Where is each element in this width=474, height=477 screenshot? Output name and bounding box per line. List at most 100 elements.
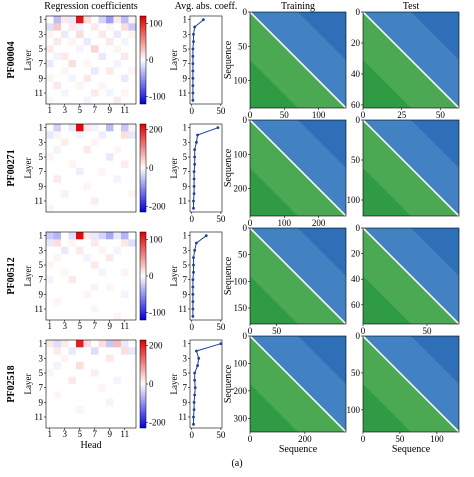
heatmap-cell <box>113 283 122 291</box>
heatmap-cell <box>68 268 77 277</box>
heatmap-cell <box>113 153 122 161</box>
heatmap-cell <box>113 30 122 39</box>
x-tick-label: 9 <box>108 321 113 331</box>
heatmap-cell <box>106 197 114 205</box>
x-tick-label: 5 <box>78 321 83 331</box>
heatmap-cell <box>46 347 54 355</box>
y-tick-label: 0 <box>356 331 361 341</box>
heatmap-cell <box>83 340 92 348</box>
heatmap-cell <box>128 261 137 269</box>
heatmap-cell <box>76 168 84 176</box>
column-title: Test <box>403 1 420 12</box>
heatmap-cell <box>61 89 69 97</box>
heatmap-cell <box>83 197 92 205</box>
heatmap-cell <box>106 406 114 414</box>
y-tick-label: 9 <box>183 289 188 299</box>
heatmap-cell <box>113 168 122 176</box>
y-tick-label: 5 <box>183 44 188 54</box>
heatmap-cell <box>113 67 122 75</box>
heatmap-cell <box>128 347 137 355</box>
heatmap-cell <box>98 45 107 53</box>
heatmap-cell <box>91 74 99 83</box>
avg-line <box>193 343 221 425</box>
heatmap-cell <box>121 16 129 24</box>
heatmap-cell <box>76 16 84 24</box>
colorbar-tick-label: 0 <box>149 163 154 173</box>
heatmap-cell <box>91 190 99 198</box>
heatmap-cell <box>113 354 122 363</box>
heatmap-cell <box>61 261 69 269</box>
heatmap-cell <box>121 369 129 377</box>
heatmap-cell <box>98 60 107 68</box>
heatmap-cell <box>53 197 62 205</box>
heatmap-cell <box>61 182 69 191</box>
heatmap-cell <box>68 67 77 75</box>
heatmap-cell <box>106 384 114 392</box>
heatmap-cell <box>61 283 69 291</box>
y-tick-label: 20 <box>351 38 361 48</box>
heatmap-cell <box>53 413 62 421</box>
heatmap-cell <box>128 376 137 385</box>
heatmap-cell <box>121 74 129 83</box>
heatmap-cell <box>68 384 77 392</box>
heatmap-cell <box>128 406 137 414</box>
heatmap-cell <box>68 369 77 377</box>
x-tick-label: 0 <box>189 214 194 224</box>
heatmap-cell <box>113 131 122 139</box>
colorbar-tick-label: -200 <box>149 417 166 427</box>
heatmap-cell <box>61 232 69 240</box>
heatmap-cell <box>83 376 92 385</box>
matrix-frame <box>362 119 460 217</box>
heatmap-cell <box>68 254 77 262</box>
heatmap-cell <box>98 413 107 421</box>
axis-label: Sequence <box>223 40 234 79</box>
avg-point <box>201 18 205 22</box>
heatmap-cell <box>68 168 77 176</box>
heatmap-cell <box>121 67 129 75</box>
heatmap-cell <box>76 261 84 269</box>
heatmap-cell <box>68 305 77 313</box>
matrix-diagonal <box>249 119 347 217</box>
heatmap-cell <box>91 45 99 53</box>
heatmap-cell <box>61 23 69 31</box>
heatmap-cell <box>68 160 77 169</box>
heatmap-cell <box>98 52 107 61</box>
heatmap-cell <box>46 175 54 183</box>
avg-point <box>191 84 195 88</box>
y-tick-label: 1 <box>39 231 44 241</box>
heatmap-cell <box>83 153 92 161</box>
heatmap-cell <box>61 16 69 24</box>
caption: (a) <box>231 458 242 469</box>
heatmap-cell <box>68 74 77 83</box>
heatmap-cell <box>98 146 107 154</box>
y-tick-label: 0 <box>243 115 248 125</box>
heatmap-cell <box>91 290 99 299</box>
heatmap-cell <box>53 268 62 277</box>
heatmap-cell <box>121 391 129 399</box>
heatmap-cell <box>98 153 107 161</box>
heatmap-cell <box>91 420 99 429</box>
heatmap-cell <box>68 30 77 39</box>
heatmap-cell <box>128 168 137 176</box>
y-tick-label: 7 <box>183 275 188 285</box>
heatmap-cell <box>83 16 92 24</box>
heatmap-cell <box>121 38 129 46</box>
heatmap-cell <box>76 268 84 277</box>
heatmap-cell <box>46 398 54 407</box>
heatmap-cell <box>46 197 54 205</box>
heatmap-cell <box>121 124 129 132</box>
heatmap-cell <box>113 340 122 348</box>
heatmap-cell <box>68 197 77 205</box>
heatmap-cell <box>98 138 107 147</box>
heatmap-cell <box>121 376 129 385</box>
avg-point <box>193 393 197 397</box>
heatmap-cell <box>83 60 92 68</box>
avg-point <box>193 162 197 166</box>
x-tick-label: 0 <box>248 434 253 444</box>
avg-point <box>192 192 196 196</box>
heatmap-cell <box>98 369 107 377</box>
heatmap-cell <box>113 182 122 191</box>
heatmap-cell <box>76 283 84 291</box>
heatmap-cell <box>68 52 77 61</box>
heatmap-cell <box>113 398 122 407</box>
